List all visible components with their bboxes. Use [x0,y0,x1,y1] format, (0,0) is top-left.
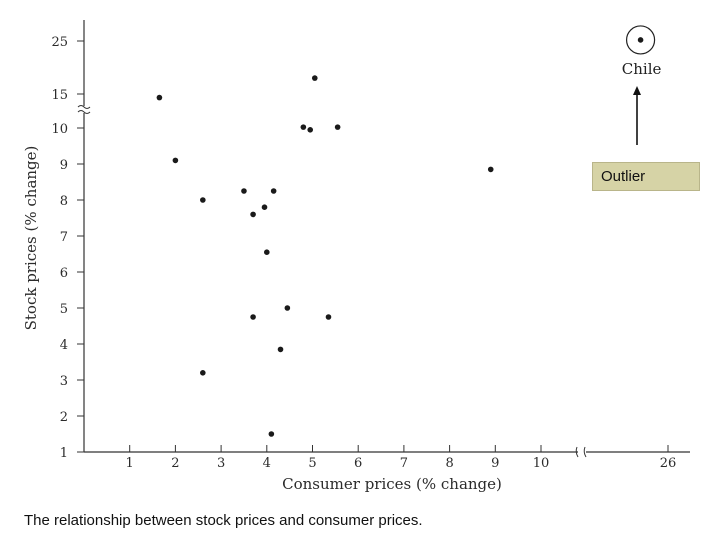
data-point [307,127,314,133]
x-tick-label: 2 [171,456,179,471]
outlier-ring [625,25,656,55]
x-tick-label: 7 [400,456,408,471]
x-axis-break [575,446,587,458]
y-tick-label: 8 [60,194,68,209]
data-point [284,305,291,311]
data-point [277,346,284,353]
y-tick-label: 6 [60,266,68,281]
data-point-outlier [637,37,644,43]
y-axis-title: Stock prices (% change) [22,146,40,331]
y-tick-label: 4 [60,338,68,353]
outlier-point-label: Chile [622,60,662,78]
data-point [487,166,494,173]
x-tick-label: 26 [660,456,677,471]
y-tick-label: 3 [60,374,68,389]
data-point [250,314,256,320]
x-tick-label: 6 [354,456,362,471]
data-point [334,124,341,130]
x-tick-label: 3 [217,456,225,471]
data-point [241,188,247,194]
x-tick-label: 9 [491,456,499,471]
data-point [264,249,270,255]
data-point [311,75,318,81]
data-point [300,124,307,130]
data-point [200,197,206,203]
outlier-arrow-head [633,86,641,95]
y-tick-label: 5 [60,302,68,317]
data-point [172,157,179,164]
x-tick-label: 4 [263,456,271,471]
outlier-annotation: Chile [622,25,662,145]
data-point [156,94,163,101]
data-points [156,37,644,437]
y-tick-label: 7 [60,230,68,245]
outlier-callout-box: Outlier [592,162,700,191]
x-tick-label: 1 [126,456,134,471]
x-tick-label: 5 [308,456,316,471]
data-point [270,188,277,194]
data-point [261,204,268,210]
x-tick-label: 10 [533,456,550,471]
y-tick-label: 1 [60,446,68,461]
data-point [325,314,332,320]
y-axis-break [77,105,91,114]
data-point [250,211,256,218]
y-tick-label: 15 [51,88,68,103]
figure-caption: The relationship between stock prices an… [24,512,423,529]
x-tick-label: 8 [445,456,453,471]
data-point [268,431,275,437]
data-point [200,370,206,376]
y-tick-label: 10 [51,122,68,137]
axes [77,20,690,458]
y-tick-label: 9 [60,158,68,173]
y-tick-label: 25 [51,35,68,50]
x-axis-title: Consumer prices (% change) [282,475,502,493]
y-tick-label: 2 [60,410,68,425]
tick-labels: 1 2 3 4 5 6 7 8 9 10 26 1 2 3 4 5 6 7 8 9 10 15 25 [51,35,676,471]
outlier-label: Outlier [601,168,646,185]
